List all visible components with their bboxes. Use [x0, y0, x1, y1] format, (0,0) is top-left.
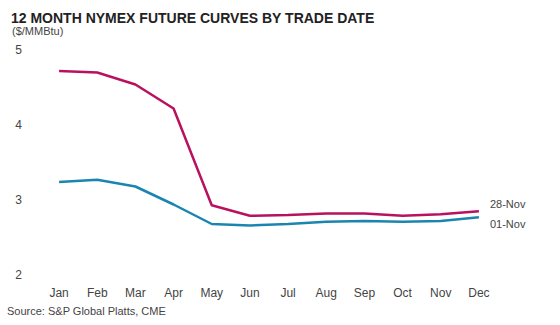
svg-text:01-Nov: 01-Nov: [490, 218, 526, 230]
svg-text:($/MMBtu): ($/MMBtu): [12, 25, 63, 37]
svg-text:Sep: Sep: [354, 286, 376, 300]
svg-text:Nov: Nov: [430, 286, 451, 300]
svg-text:Jun: Jun: [240, 286, 259, 300]
svg-text:Jan: Jan: [49, 286, 68, 300]
svg-text:Aug: Aug: [316, 286, 337, 300]
svg-text:5: 5: [15, 43, 22, 57]
svg-text:Oct: Oct: [393, 286, 412, 300]
svg-text:3: 3: [15, 193, 22, 207]
svg-text:4: 4: [15, 118, 22, 132]
svg-text:Jul: Jul: [280, 286, 295, 300]
svg-text:12 MONTH NYMEX FUTURE CURVES B: 12 MONTH NYMEX FUTURE CURVES BY TRADE DA…: [11, 10, 374, 26]
svg-text:Apr: Apr: [164, 286, 183, 300]
svg-text:28-Nov: 28-Nov: [490, 198, 526, 210]
svg-text:Dec: Dec: [468, 286, 489, 300]
svg-text:Source: S&P Global Platts, CME: Source: S&P Global Platts, CME: [7, 305, 166, 317]
svg-text:2: 2: [15, 268, 22, 282]
svg-text:Feb: Feb: [87, 286, 108, 300]
svg-text:May: May: [200, 286, 223, 300]
svg-text:Mar: Mar: [125, 286, 146, 300]
